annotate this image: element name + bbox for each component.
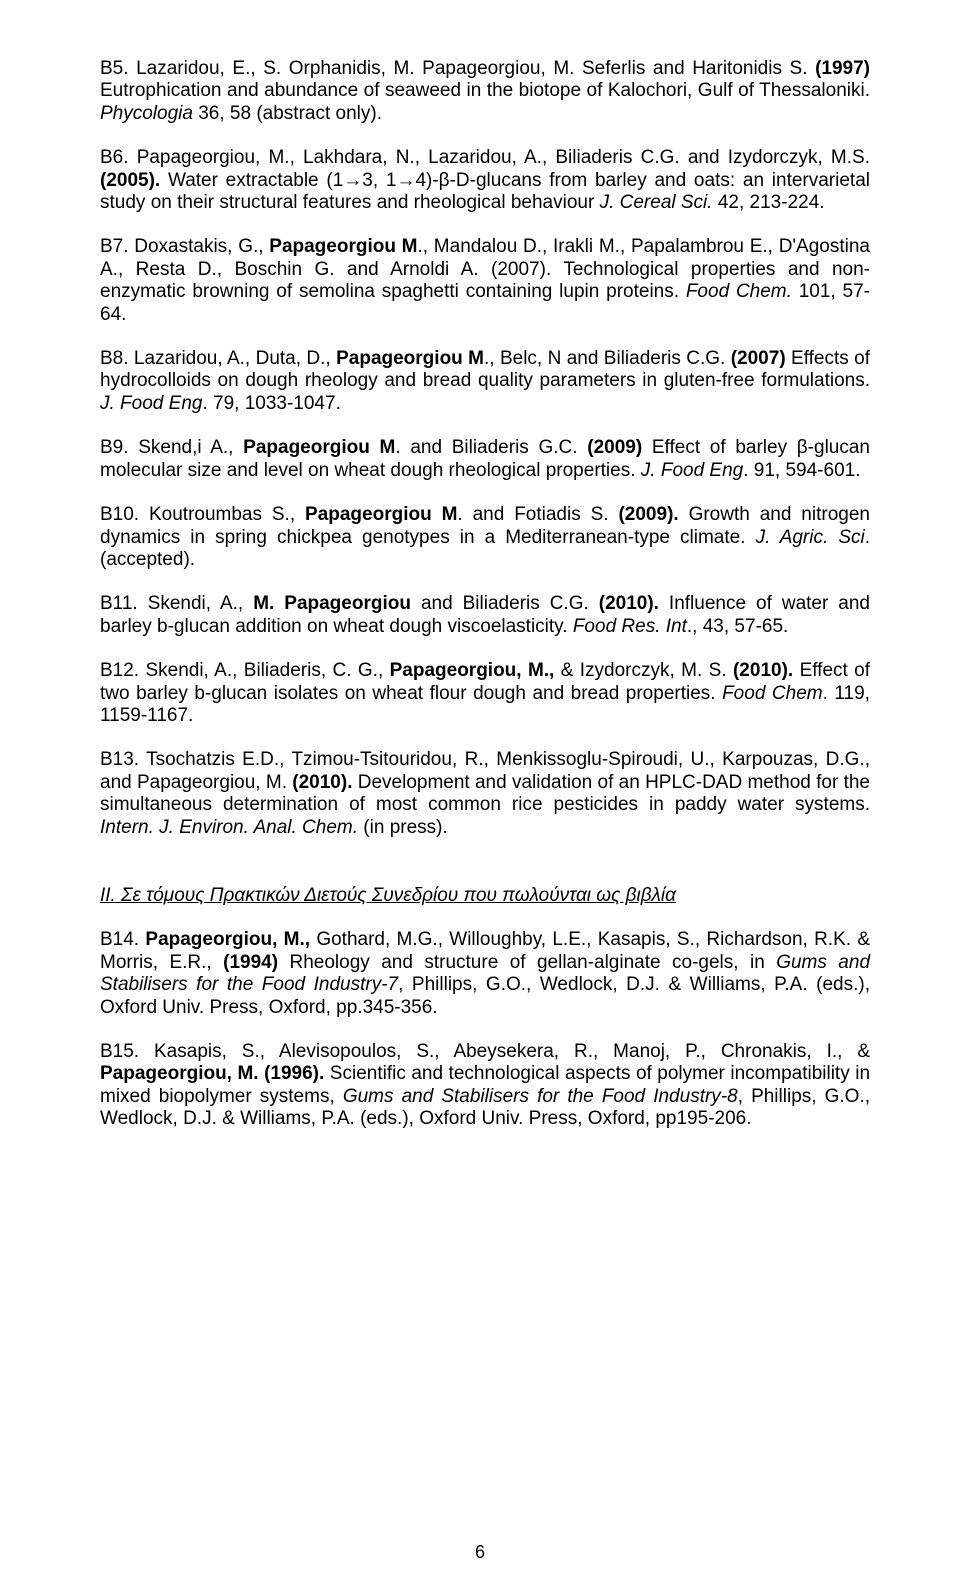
ref-author: Papageorgiou M xyxy=(269,236,417,257)
ref-text: . and Fotiadis S. xyxy=(457,504,618,525)
ref-text: B12. Skendi, A., Biliaderis, C. G., xyxy=(100,660,390,681)
ref-text: 36, 58 (abstract only). xyxy=(193,103,382,124)
ref-journal: Phycologia xyxy=(100,103,193,124)
ref-journal: Food Chem xyxy=(722,683,823,704)
ref-journal: J. Agric. Sci xyxy=(756,527,865,548)
ref-text: B8. Lazaridou, A., Duta, D., xyxy=(100,348,336,369)
ref-journal: Food Chem. xyxy=(686,281,792,302)
document-page: B5. Lazaridou, E., S. Orphanidis, M. Pap… xyxy=(0,0,960,1587)
ref-text: B14. xyxy=(100,929,145,950)
ref-text: . and Biliaderis G.C. xyxy=(395,437,587,458)
ref-year: (1997) xyxy=(815,58,870,79)
reference-b7: B7. Doxastakis, G., Papageorgiou M., Man… xyxy=(100,236,870,326)
ref-author: M. Papageorgiou xyxy=(253,593,411,614)
reference-b8: B8. Lazaridou, A., Duta, D., Papageorgio… xyxy=(100,348,870,415)
ref-author: Papageorgiou, M. (1996). xyxy=(100,1063,324,1084)
ref-text: . 91, 594-601. xyxy=(743,460,860,481)
ref-year: (2009) xyxy=(587,437,642,458)
ref-text: B15. Kasapis, S., Alevisopoulos, S., Abe… xyxy=(100,1041,870,1062)
reference-b5: B5. Lazaridou, E., S. Orphanidis, M. Pap… xyxy=(100,58,870,125)
section-heading-ii: II. Σε τόμους Πρακτικών Διετούς Συνεδρίο… xyxy=(100,885,870,907)
ref-text: and Biliaderis C.G. xyxy=(411,593,599,614)
ref-author: Papageorgiou, M., xyxy=(145,929,310,950)
ref-text: Rheology and structure of gellan-alginat… xyxy=(278,952,776,973)
ref-year: (2010). xyxy=(599,593,659,614)
ref-text: B6. Papageorgiou, M., Lakhdara, N., Laza… xyxy=(100,147,870,168)
ref-text: 42, 213-224. xyxy=(713,192,825,213)
page-number: 6 xyxy=(0,1542,960,1563)
ref-author: Papageorgiou M xyxy=(305,504,457,525)
ref-text: & Izydorczyk, M. S. xyxy=(554,660,733,681)
ref-journal: Intern. J. Environ. Anal. Chem. xyxy=(100,817,358,838)
ref-text: B11. Skendi, A., xyxy=(100,593,253,614)
ref-text: B10. Koutroumbas S., xyxy=(100,504,305,525)
ref-text: (in press). xyxy=(358,817,448,838)
ref-year: (2010). xyxy=(733,660,793,681)
ref-journal: Food Res. Int xyxy=(573,616,687,637)
ref-author: Papageorgiou, M., xyxy=(390,660,555,681)
reference-b14: B14. Papageorgiou, M., Gothard, M.G., Wi… xyxy=(100,929,870,1019)
reference-b10: B10. Koutroumbas S., Papageorgiou M. and… xyxy=(100,504,870,571)
ref-journal: J. Cereal Sci. xyxy=(600,192,713,213)
ref-text: B7. Doxastakis, G., xyxy=(100,236,269,257)
reference-b15: B15. Kasapis, S., Alevisopoulos, S., Abe… xyxy=(100,1041,870,1131)
reference-b12: B12. Skendi, A., Biliaderis, C. G., Papa… xyxy=(100,660,870,727)
reference-b11: B11. Skendi, A., M. Papageorgiou and Bil… xyxy=(100,593,870,638)
ref-text: B5. Lazaridou, E., S. Orphanidis, M. Pap… xyxy=(100,58,815,79)
ref-year: (2007) xyxy=(731,348,786,369)
reference-b6: B6. Papageorgiou, M., Lakhdara, N., Laza… xyxy=(100,147,870,214)
ref-year: (2005). xyxy=(100,170,160,191)
ref-journal: J. Food Eng xyxy=(641,460,743,481)
ref-text: Eutrophication and abundance of seaweed … xyxy=(100,80,870,101)
reference-b9: B9. Skend,i A., Papageorgiou M. and Bili… xyxy=(100,437,870,482)
ref-text: . 79, 1033-1047. xyxy=(202,393,340,414)
ref-journal: J. Food Eng xyxy=(100,393,202,414)
reference-b13: B13. Tsochatzis E.D., Tzimou-Tsitouridou… xyxy=(100,749,870,839)
ref-booktitle: Gums and Stabilisers for the Food Indust… xyxy=(343,1086,738,1107)
ref-year: (2009). xyxy=(618,504,678,525)
ref-text: B9. Skend,i A., xyxy=(100,437,243,458)
ref-author: Papageorgiou M xyxy=(336,348,484,369)
ref-year: (1994) xyxy=(223,952,278,973)
ref-author: Papageorgiou M xyxy=(243,437,395,458)
ref-text: ., 43, 57-65. xyxy=(687,616,788,637)
ref-text: ., Belc, N and Biliaderis C.G. xyxy=(484,348,731,369)
ref-year: (2010). xyxy=(292,772,352,793)
